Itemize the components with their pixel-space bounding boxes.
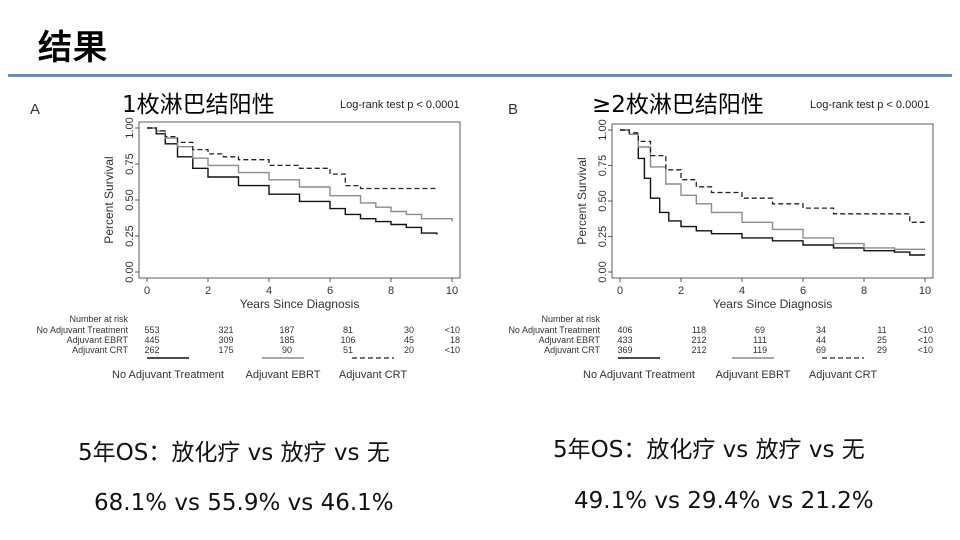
y-tick-label: 0.00 <box>597 261 609 282</box>
risk-cell: 445 <box>144 335 159 345</box>
panel-subtitle: 1枚淋巴结阳性 <box>122 92 275 118</box>
os-summary-values-b: 49.1% vs 29.4% vs 21.2% <box>574 488 874 514</box>
risk-cell: 25 <box>877 335 887 345</box>
x-tick-label: 6 <box>327 285 333 297</box>
x-axis-label: Years Since Diagnosis <box>713 297 833 311</box>
panel-subtitle: ≥2枚淋巴结阳性 <box>592 92 764 118</box>
risk-cell: 185 <box>279 335 294 345</box>
x-tick-label: 10 <box>446 285 458 297</box>
risk-cell: 111 <box>753 335 767 345</box>
panel-letter: A <box>30 101 40 118</box>
x-tick-label: 6 <box>800 285 806 297</box>
risk-row-label: No Adjuvant Treatment <box>36 325 128 335</box>
risk-table-header: Number at risk <box>541 314 600 324</box>
survival-curve-1 <box>620 129 925 256</box>
os-summary-label-b: 5年OS：放化疗 vs 放疗 vs 无 <box>553 437 865 463</box>
risk-cell: 90 <box>282 345 292 355</box>
y-axis-label: Percent Survival <box>575 157 589 244</box>
risk-cell: 106 <box>340 335 355 345</box>
risk-cell: 119 <box>753 345 767 355</box>
risk-cell: 18 <box>450 335 460 345</box>
chart-panel-a: A 1枚淋巴结阳性 Log-rank test p < 0.0001 0.00 0… <box>10 84 480 418</box>
risk-cell: 433 <box>617 335 632 345</box>
risk-cell: 44 <box>816 335 826 345</box>
risk-cell: 321 <box>218 325 233 335</box>
risk-cell: 45 <box>404 335 414 345</box>
logrank-label: Log-rank test p < 0.0001 <box>340 99 460 111</box>
y-tick-label: 1.00 <box>124 117 136 138</box>
risk-row-label: Adjuvant CRT <box>72 345 128 355</box>
risk-cell: <10 <box>918 345 933 355</box>
legend-label-3: Adjuvant CRT <box>809 369 878 381</box>
x-tick-label: 2 <box>205 285 211 297</box>
risk-cell: 20 <box>404 345 414 355</box>
y-tick-label: 0.50 <box>124 189 136 210</box>
os-summary-values-a: 68.1% vs 55.9% vs 46.1% <box>94 490 394 516</box>
risk-row-label: Adjuvant EBRT <box>539 335 601 345</box>
risk-cell: 81 <box>343 325 353 335</box>
x-tick-label: 8 <box>388 285 394 297</box>
risk-cell: 51 <box>343 345 353 355</box>
title-divider <box>8 74 952 77</box>
risk-cell: 262 <box>144 345 159 355</box>
risk-cell: 30 <box>404 325 414 335</box>
legend-label-3: Adjuvant CRT <box>339 369 408 381</box>
y-tick-label: 0.25 <box>597 226 609 247</box>
y-tick-label: 0.25 <box>124 225 136 246</box>
risk-row-label: Adjuvant CRT <box>544 345 600 355</box>
risk-cell: 29 <box>877 345 887 355</box>
slide-title: 结果 <box>38 28 108 68</box>
risk-cell: 212 <box>691 335 706 345</box>
survival-curve-2 <box>620 129 925 250</box>
x-tick-label: 8 <box>861 285 867 297</box>
risk-cell: 34 <box>816 325 826 335</box>
risk-cell: 69 <box>755 325 765 335</box>
survival-curve-3 <box>147 127 437 190</box>
y-tick-label: 0.00 <box>124 261 136 282</box>
km-chart-a: A 1枚淋巴结阳性 Log-rank test p < 0.0001 0.00 0… <box>30 92 461 381</box>
risk-table-header: Number at risk <box>69 314 128 324</box>
risk-cell: 187 <box>279 325 294 335</box>
legend-label-1: No Adjuvant Treatment <box>112 369 224 381</box>
risk-cell: 69 <box>816 345 826 355</box>
x-axis-label: Years Since Diagnosis <box>240 297 360 311</box>
x-tick-label: 2 <box>678 285 684 297</box>
legend-label-2: Adjuvant EBRT <box>245 369 320 381</box>
x-tick-label: 4 <box>266 285 272 297</box>
risk-row-label: Adjuvant EBRT <box>67 335 129 345</box>
risk-cell: 369 <box>617 345 632 355</box>
legend-label-1: No Adjuvant Treatment <box>583 369 695 381</box>
risk-cell: <10 <box>918 325 933 335</box>
y-tick-label: 1.00 <box>597 119 609 140</box>
legend-label-2: Adjuvant EBRT <box>715 369 790 381</box>
os-summary-label-a: 5年OS：放化疗 vs 放疗 vs 无 <box>78 440 390 466</box>
chart-panel-b: B ≥2枚淋巴结阳性 Log-rank test p < 0.0001 0.00… <box>482 84 952 418</box>
risk-cell: 118 <box>692 325 706 335</box>
y-axis-label: Percent Survival <box>102 156 116 243</box>
km-chart-b: B ≥2枚淋巴结阳性 Log-rank test p < 0.0001 0.00… <box>508 92 934 381</box>
panel-letter: B <box>508 101 518 118</box>
risk-row-label: No Adjuvant Treatment <box>508 325 600 335</box>
risk-cell: 11 <box>877 325 886 335</box>
survival-curve-3 <box>620 129 925 223</box>
logrank-label: Log-rank test p < 0.0001 <box>810 99 930 111</box>
risk-cell: <10 <box>445 325 460 335</box>
y-tick-label: 0.75 <box>124 153 136 174</box>
risk-cell: <10 <box>918 335 933 345</box>
x-tick-label: 10 <box>919 285 931 297</box>
risk-cell: 212 <box>691 345 706 355</box>
risk-cell: <10 <box>445 345 460 355</box>
y-tick-label: 0.75 <box>597 155 609 176</box>
x-tick-label: 4 <box>739 285 745 297</box>
survival-curve-1 <box>147 127 438 235</box>
x-tick-label: 0 <box>617 285 623 297</box>
risk-cell: 309 <box>218 335 233 345</box>
x-tick-label: 0 <box>144 285 150 297</box>
risk-cell: 553 <box>144 325 159 335</box>
risk-cell: 175 <box>218 345 233 355</box>
y-tick-label: 0.50 <box>597 190 609 211</box>
risk-cell: 406 <box>617 325 632 335</box>
